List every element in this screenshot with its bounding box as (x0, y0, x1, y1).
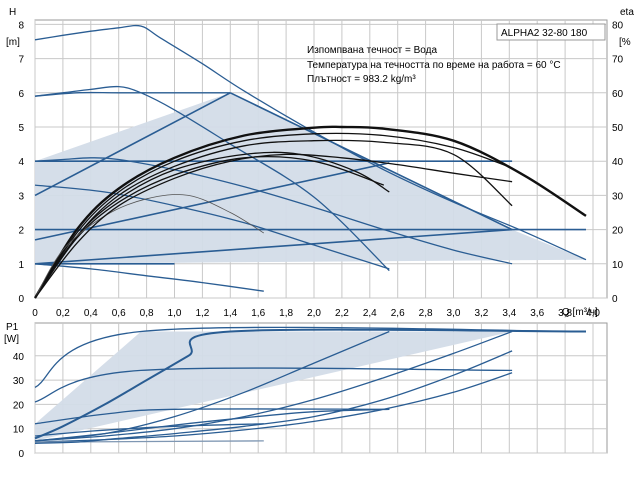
y2-tick-label: 20 (612, 226, 624, 237)
y2-tick-label: 40 (612, 157, 624, 168)
p1-tick-label: 20 (13, 400, 25, 411)
x-tick-label: 2,8 (419, 308, 433, 319)
x-tick-label: 3,2 (474, 308, 488, 319)
pump-curve (34, 228, 513, 265)
pump-curve (34, 24, 587, 261)
x-axis-title: Q [m³/ч] (562, 307, 598, 318)
y-tick-label: 5 (18, 123, 24, 134)
power-curve (34, 350, 513, 444)
y-tick-label: 1 (18, 260, 24, 271)
pump-curve (34, 157, 513, 265)
y-tick-label: 0 (18, 294, 24, 305)
y2-tick-label: 60 (612, 89, 624, 100)
x-tick-label: 0,2 (56, 308, 70, 319)
model-label: ALPHA2 32-80 180 (501, 28, 588, 39)
efficiency-curve (33, 125, 587, 299)
x-tick-label: 3,6 (530, 308, 544, 319)
efficiency-curve (34, 194, 265, 299)
y-tick-label: 7 (18, 55, 24, 66)
x-tick-label: 3,8 (558, 308, 572, 319)
pump-curve (34, 263, 264, 292)
note-fluid: Изпомпвана течност = Вода (307, 45, 437, 56)
model-label-box (496, 23, 606, 41)
note-temperature: Температура на течността по време на раб… (307, 59, 561, 71)
power-curve (34, 408, 390, 442)
x-tick-label: 2,2 (335, 308, 349, 319)
series-layer (33, 24, 587, 444)
pump-curve (34, 85, 390, 272)
p1-tick-label: 40 (13, 352, 25, 363)
y-axis-unit-p1: [W] (4, 334, 19, 345)
x-tick-label: 1,2 (195, 308, 209, 319)
x-tick-label: 0,6 (112, 308, 126, 319)
x-tick-label: 1,8 (279, 308, 293, 319)
y-tick-label: 3 (18, 191, 24, 202)
p1-tick-label: 10 (13, 425, 25, 436)
x-tick-label: 0,4 (84, 308, 98, 319)
upper-operating-area (35, 92, 587, 264)
y-tick-label: 6 (18, 89, 24, 100)
x-tick-label: 2,0 (307, 308, 321, 319)
efficiency-curve (34, 153, 513, 299)
efficiency-curve (34, 139, 513, 299)
y2-tick-label: 0 (612, 294, 618, 305)
y2-tick-label: 70 (612, 55, 624, 66)
x-tick-label: 3,0 (447, 308, 461, 319)
power-curve (34, 423, 264, 437)
x-tick-label: 1,6 (251, 308, 265, 319)
y-tick-label: 8 (18, 20, 24, 31)
y2-tick-label: 10 (612, 260, 624, 271)
y2-tick-label: 50 (612, 123, 624, 134)
efficiency-curve (34, 155, 385, 299)
x-tick-label: 2,4 (363, 308, 377, 319)
y2-tick-label: 80 (612, 20, 624, 31)
power-curve (34, 367, 513, 403)
power-curve (34, 328, 587, 440)
y-tick-label: 4 (18, 157, 24, 168)
operating-area-layer (35, 92, 587, 441)
power-curve (34, 408, 390, 425)
y2-axis-unit-eta: [% (619, 37, 631, 48)
pump-curve (34, 162, 390, 241)
tick-label-layer: 0 0,2 0,4 0,6 0,8 1,0 1,2 1,4 1,6 1,8 2,0 2,2 2,4 2,6… (13, 20, 624, 460)
y-axis-unit-h: [m] (6, 37, 20, 48)
x-tick-label: 3,4 (502, 308, 516, 319)
efficiency-curve (34, 132, 513, 299)
y-axis-title-p1: P1 (6, 322, 19, 333)
y2-tick-label: 30 (612, 191, 624, 202)
p1-tick-label: 0 (18, 449, 24, 460)
x-tick-label: 0,8 (140, 308, 154, 319)
x-tick-label: 1,0 (168, 308, 182, 319)
y2-axis-title-eta: eta (620, 7, 634, 18)
x-tick-label: 0 (32, 308, 38, 319)
pump-curve (34, 91, 231, 97)
x-tick-label: 2,6 (391, 308, 405, 319)
y-axis-title-h: H (9, 7, 16, 18)
note-density: Плътност = 983.2 kg/m³ (307, 74, 416, 85)
pump-curve (34, 92, 231, 197)
lower-operating-area (35, 331, 513, 441)
y-tick-label: 2 (18, 226, 24, 237)
x-tick-label: 4,0 (586, 308, 600, 319)
pump-curve (34, 184, 390, 270)
p1-tick-label: 30 (13, 376, 25, 387)
x-tick-label: 1,4 (223, 308, 237, 319)
